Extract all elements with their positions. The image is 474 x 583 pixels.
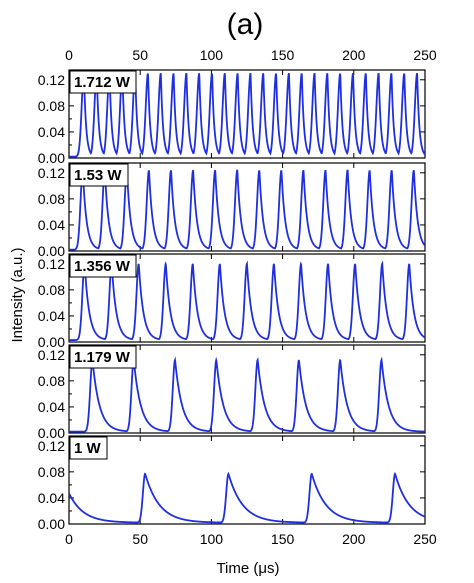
- panel-4: 0.00 0.04 0.08 0.12 1.179 W: [38, 344, 426, 441]
- y-tick-label: 0.08: [38, 373, 65, 389]
- power-label-box: 1.179 W: [69, 345, 137, 369]
- series-line: [69, 72, 425, 158]
- x-axis-title: Time (μs): [216, 560, 279, 577]
- y-tick-label: 0.04: [38, 217, 65, 233]
- power-label-box: 1 W: [69, 436, 108, 460]
- bottom-x-axis: 0 50 100 150 200 250: [65, 531, 437, 547]
- panel-frame: [68, 435, 426, 525]
- y-tick-label: 0.12: [38, 165, 65, 181]
- label-frame: [69, 436, 108, 460]
- panel-5: 0.00 0.04 0.08 0.12 1 W: [38, 435, 426, 532]
- power-label: 1.356 W: [74, 258, 131, 275]
- label-frame: [69, 163, 129, 187]
- stacked-panels: 0.00 0.04 0.08 0.12 1.712 W 0.00 0.04 0.08 0.12 1…: [38, 69, 426, 532]
- top-x-tick-label: 50: [132, 47, 148, 63]
- power-label-box: 1.712 W: [69, 70, 137, 94]
- top-x-tick-label: 150: [271, 47, 295, 63]
- top-x-tick-label: 250: [413, 47, 437, 63]
- series-line: [69, 169, 425, 251]
- y-tick-label: 0.04: [38, 308, 65, 324]
- y-tick-label: 0.12: [38, 72, 65, 88]
- panel-letter: (a): [227, 8, 264, 41]
- y-tick-label: 0.08: [38, 191, 65, 207]
- panel-frame: [68, 344, 426, 434]
- power-label-box: 1.356 W: [69, 254, 137, 278]
- panel-2: 0.00 0.04 0.08 0.12 1.53 W: [38, 162, 426, 259]
- panel-frame: [68, 69, 426, 159]
- y-tick-label: 0.08: [38, 98, 65, 114]
- top-x-tick-label: 0: [65, 47, 73, 63]
- y-axis-title: Intensity (a.u.): [9, 247, 26, 342]
- y-tick-label: 0.12: [38, 256, 65, 272]
- power-label: 1.179 W: [74, 349, 131, 366]
- power-label: 1.53 W: [74, 167, 122, 184]
- panel-frame: [68, 162, 426, 252]
- y-tick-label: 0.00: [38, 150, 65, 166]
- y-tick-label: 0.04: [38, 124, 65, 140]
- series-line: [69, 260, 425, 341]
- label-frame: [69, 70, 137, 94]
- y-tick-label: 0.00: [38, 425, 65, 441]
- panel-3: 0.00 0.04 0.08 0.12 1.356 W: [38, 253, 426, 350]
- x-tick-label: 250: [413, 531, 437, 547]
- top-x-tick-label: 200: [342, 47, 366, 63]
- top-x-axis: 0 50 100 150 200 250: [65, 47, 437, 63]
- y-tick-label: 0.08: [38, 282, 65, 298]
- label-frame: [69, 345, 137, 369]
- y-tick-label: 0.08: [38, 464, 65, 480]
- y-tick-label: 0.00: [38, 516, 65, 532]
- x-tick-label: 0: [65, 531, 73, 547]
- y-tick-label: 0.00: [38, 243, 65, 259]
- y-tick-label: 0.04: [38, 399, 65, 415]
- label-frame: [69, 254, 137, 278]
- panel-1: 0.00 0.04 0.08 0.12 1.712 W: [38, 69, 426, 166]
- power-label-box: 1.53 W: [69, 163, 129, 187]
- y-tick-label: 0.04: [38, 490, 65, 506]
- y-tick-label: 0.12: [38, 438, 65, 454]
- x-tick-label: 150: [271, 531, 295, 547]
- power-label: 1 W: [74, 440, 102, 457]
- top-x-tick-label: 100: [200, 47, 224, 63]
- series-line: [69, 356, 425, 433]
- y-tick-label: 0.00: [38, 334, 65, 350]
- x-tick-label: 200: [342, 531, 366, 547]
- panel-frame: [68, 253, 426, 343]
- x-tick-label: 50: [132, 531, 148, 547]
- power-label: 1.712 W: [74, 74, 131, 91]
- y-tick-label: 0.12: [38, 347, 65, 363]
- x-tick-label: 100: [200, 531, 224, 547]
- series-line: [69, 471, 425, 524]
